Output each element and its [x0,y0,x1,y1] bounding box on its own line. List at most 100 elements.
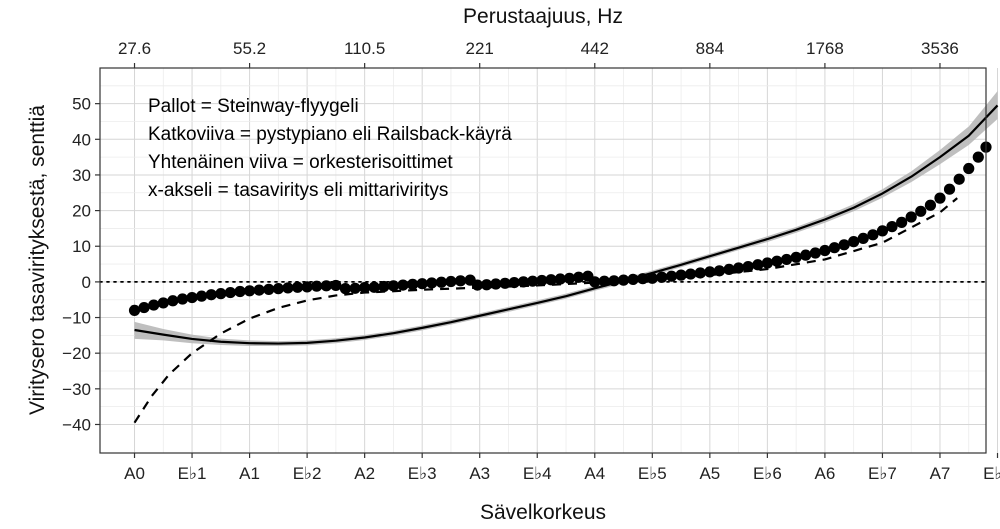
top-tick-label: 27.6 [118,39,151,58]
top-tick-label: 884 [696,39,724,58]
steinway-point [378,280,390,293]
steinway-point [301,281,313,293]
legend-annotations: Pallot = Steinway-flyygeli Katkoviiva = … [148,96,512,201]
steinway-point [608,275,620,287]
steinway-point [886,221,898,233]
annotation-line-1: Pallot = Steinway-flyygeli [148,96,359,117]
railsback-curve-line [133,197,958,424]
annotation-line-2: Katkoviiva = pystypiano eli Railsback-kä… [148,124,512,145]
steinway-point [963,162,975,175]
steinway-point [311,280,323,292]
steinway-point [291,281,304,293]
x-tick-label: E♭1 [178,464,207,483]
steinway-point [215,288,227,300]
steinway-point [742,260,754,273]
steinway-point [416,278,428,290]
x-tick-label: A2 [354,464,375,483]
steinway-point [224,286,236,299]
top-tick-label: 442 [581,39,609,58]
x-tick-label: A5 [699,464,720,483]
steinway-point [924,199,937,211]
steinway-point [253,284,265,296]
x-tick-label: A1 [239,464,260,483]
steinway-point [263,283,275,295]
steinway-point [128,304,141,317]
steinway-point [790,251,802,263]
steinway-point [733,262,745,274]
y-tick-label: −40 [62,415,91,434]
steinway-point [243,285,256,297]
steinway-point [905,211,917,223]
steinway-point [234,285,246,298]
plot-panel-border [99,67,987,454]
y-tick-label: 40 [72,130,91,149]
steinway-point [387,280,400,292]
steinway-point [454,275,467,287]
y-tick-label: 0 [82,273,91,292]
steinway-point [282,282,294,294]
steinway-point [359,281,371,294]
steinway-point [675,269,687,281]
steinway-point [320,280,332,292]
y-tick-label: 30 [72,166,91,185]
steinway-point [499,277,511,289]
series-lines [133,104,999,424]
steinway-point [972,151,984,163]
steinway-point [349,282,361,294]
steinway-point [646,272,658,284]
steinway-point [397,279,409,291]
orchestra-curve-line [134,104,999,345]
steinway-point [915,205,927,217]
steinway-point [876,225,889,237]
steinway-points [128,141,992,317]
steinway-point [867,229,879,241]
y-axis: −40 −30 −20 −10 0 10 20 30 40 50 [62,95,100,434]
steinway-point [554,273,566,285]
top-tick-label: 1768 [806,39,844,58]
y-tick-label: 10 [72,237,91,256]
x-tick-label: E♭3 [408,464,437,483]
x-tick-label: E♭4 [523,464,552,483]
x-tick-label: A4 [584,464,605,483]
top-tick-label: 110.5 [344,39,385,58]
steinway-point [517,276,530,288]
steinway-point [828,242,841,254]
steinway-point [637,273,649,285]
x-tick-label: A6 [815,464,836,483]
x-axis-top: 27.6 55.2 110.5 221 442 884 1768 3536 [118,39,959,68]
steinway-point [943,183,956,195]
steinway-point [471,279,484,291]
steinway-point [196,290,208,302]
steinway-point [704,266,716,278]
steinway-point [368,281,380,293]
y-tick-label: −20 [62,344,91,363]
steinway-point [761,257,773,269]
steinway-point [665,270,678,282]
steinway-point [186,291,198,304]
steinway-point [953,173,965,185]
x-tick-label: A7 [930,464,951,483]
x-tick-label: E♭7 [868,464,897,483]
x-tick-label: E♭5 [638,464,667,483]
top-tick-label: 55.2 [233,39,266,58]
y-tick-label: 50 [72,95,91,114]
steinway-point [627,273,639,285]
steinway-point [508,277,520,289]
x-tick-label: E♭6 [753,464,782,483]
x-axis-bottom: A0 E♭1 A1 E♭2 A2 E♭3 A3 E♭4 A4 E♭5 A5 E♭6 A6 E♭7 A7 E♭8 [124,453,1000,483]
steinway-point [205,289,217,301]
steinway-point [563,272,576,284]
y-axis-title: Viritysero tasavirityksestä, senttiä [26,105,49,415]
steinway-point [723,263,735,276]
steinway-point [771,255,783,267]
steinway-point [848,236,860,248]
steinway-point [148,299,160,311]
steinway-point [685,268,697,280]
steinway-point [272,283,284,295]
steinway-point [819,244,831,257]
steinway-point [800,249,812,261]
top-tick-label: 221 [466,39,494,58]
top-axis-title: Perustaajuus, Hz [463,5,623,28]
steinway-point [617,274,630,286]
steinway-point [330,279,342,292]
